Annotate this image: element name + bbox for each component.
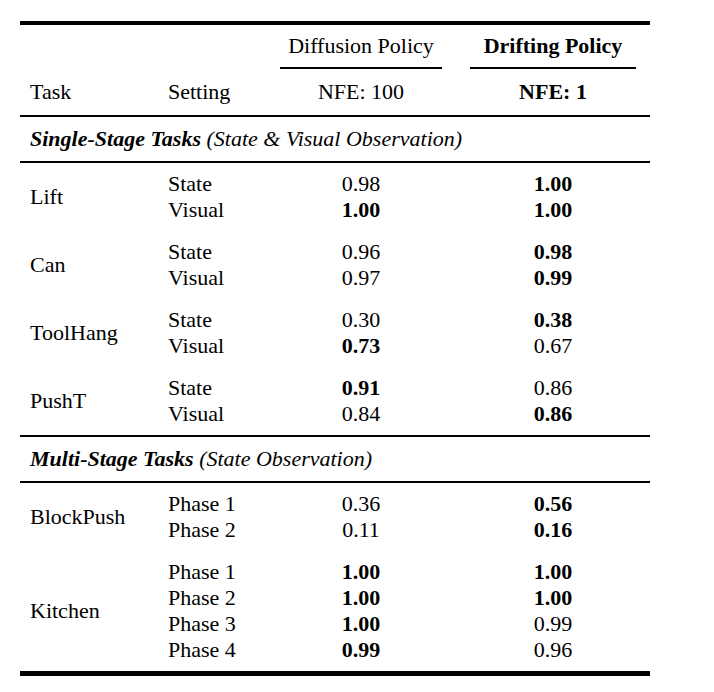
drifting-value: 1.00 bbox=[456, 585, 650, 611]
column-labels-row: Task Setting NFE: 100 NFE: 1 bbox=[20, 69, 650, 115]
row-list: Phase 10.360.56Phase 20.110.16 bbox=[168, 491, 650, 543]
diffusion-value: 1.00 bbox=[266, 197, 456, 223]
diffusion-value: 0.99 bbox=[266, 637, 456, 663]
header-spacer-setting bbox=[168, 25, 266, 67]
table-row: Phase 31.000.99 bbox=[168, 611, 650, 637]
results-table: Diffusion Policy Drifting Policy Task Se… bbox=[20, 21, 650, 676]
section-title-multi-stage: Multi-Stage Tasks (State Observation) bbox=[20, 437, 650, 481]
row-list: State0.910.86Visual0.840.86 bbox=[168, 375, 650, 427]
setting-label: Phase 3 bbox=[168, 611, 266, 637]
single-stage-rows: LiftState0.981.00Visual1.001.00CanState0… bbox=[20, 163, 650, 435]
setting-label: Phase 1 bbox=[168, 559, 266, 585]
table-row-group: PushTState0.910.86Visual0.840.86 bbox=[20, 367, 650, 435]
table-row: State0.300.38 bbox=[168, 307, 650, 333]
drifting-value: 0.99 bbox=[456, 611, 650, 637]
table-row-group: LiftState0.981.00Visual1.001.00 bbox=[20, 163, 650, 231]
section-subtitle-text: (State Observation) bbox=[199, 446, 372, 472]
col-header-diffusion-policy: Diffusion Policy bbox=[266, 25, 456, 67]
drifting-value: 1.00 bbox=[456, 171, 650, 197]
table-row: Phase 20.110.16 bbox=[168, 517, 650, 543]
diffusion-value: 0.98 bbox=[266, 171, 456, 197]
diffusion-value: 0.36 bbox=[266, 491, 456, 517]
setting-label: Phase 1 bbox=[168, 491, 266, 517]
setting-label: Phase 2 bbox=[168, 585, 266, 611]
drifting-value: 0.98 bbox=[456, 239, 650, 265]
col-header-task: Task bbox=[20, 69, 168, 115]
drifting-value: 1.00 bbox=[456, 197, 650, 223]
setting-label: Phase 2 bbox=[168, 517, 266, 543]
table-row-group: CanState0.960.98Visual0.970.99 bbox=[20, 231, 650, 299]
setting-label: State bbox=[168, 375, 266, 401]
task-label: BlockPush bbox=[20, 491, 168, 543]
table-row-group: KitchenPhase 11.001.00Phase 21.001.00Pha… bbox=[20, 551, 650, 671]
table-row: Phase 40.990.96 bbox=[168, 637, 650, 663]
drifting-value: 0.67 bbox=[456, 333, 650, 359]
drifting-value: 0.56 bbox=[456, 491, 650, 517]
setting-label: State bbox=[168, 239, 266, 265]
setting-label: State bbox=[168, 307, 266, 333]
diffusion-value: 1.00 bbox=[266, 611, 456, 637]
diffusion-value: 1.00 bbox=[266, 585, 456, 611]
table-row: Visual1.001.00 bbox=[168, 197, 650, 223]
table-row: State0.960.98 bbox=[168, 239, 650, 265]
setting-label: Phase 4 bbox=[168, 637, 266, 663]
table-row: State0.910.86 bbox=[168, 375, 650, 401]
diffusion-value: 0.97 bbox=[266, 265, 456, 291]
task-label: Kitchen bbox=[20, 559, 168, 663]
row-list: State0.960.98Visual0.970.99 bbox=[168, 239, 650, 291]
drifting-value: 0.16 bbox=[456, 517, 650, 543]
policy-header-row: Diffusion Policy Drifting Policy bbox=[20, 25, 650, 67]
diffusion-value: 0.30 bbox=[266, 307, 456, 333]
section-title-single-stage: Single-Stage Tasks (State & Visual Obser… bbox=[20, 117, 650, 161]
drifting-value: 0.86 bbox=[456, 375, 650, 401]
drifting-value: 0.99 bbox=[456, 265, 650, 291]
drifting-value: 0.96 bbox=[456, 637, 650, 663]
table-row-group: BlockPushPhase 10.360.56Phase 20.110.16 bbox=[20, 483, 650, 551]
drifting-value: 0.38 bbox=[456, 307, 650, 333]
table-row: Phase 21.001.00 bbox=[168, 585, 650, 611]
setting-label: Visual bbox=[168, 265, 266, 291]
diffusion-value: 0.11 bbox=[266, 517, 456, 543]
col-header-setting: Setting bbox=[168, 69, 266, 115]
section-title-text: Single-Stage Tasks bbox=[30, 126, 201, 152]
col-header-nfe-1: NFE: 1 bbox=[456, 69, 650, 115]
section-subtitle-text: (State & Visual Observation) bbox=[206, 126, 462, 152]
paper-page: Diffusion Policy Drifting Policy Task Se… bbox=[0, 0, 714, 692]
row-list: State0.300.38Visual0.730.67 bbox=[168, 307, 650, 359]
task-label: Lift bbox=[20, 171, 168, 223]
table-row: Phase 10.360.56 bbox=[168, 491, 650, 517]
row-list: State0.981.00Visual1.001.00 bbox=[168, 171, 650, 223]
table-row: State0.981.00 bbox=[168, 171, 650, 197]
table-bottom-rule bbox=[20, 671, 650, 676]
multi-stage-rows: BlockPushPhase 10.360.56Phase 20.110.16K… bbox=[20, 483, 650, 671]
diffusion-value: 0.91 bbox=[266, 375, 456, 401]
col-header-drifting-policy: Drifting Policy bbox=[456, 25, 650, 67]
setting-label: Visual bbox=[168, 333, 266, 359]
setting-label: Visual bbox=[168, 197, 266, 223]
diffusion-value: 0.96 bbox=[266, 239, 456, 265]
table-row: Visual0.970.99 bbox=[168, 265, 650, 291]
col-header-nfe-100: NFE: 100 bbox=[266, 69, 456, 115]
task-label: ToolHang bbox=[20, 307, 168, 359]
drifting-value: 0.86 bbox=[456, 401, 650, 427]
table-row-group: ToolHangState0.300.38Visual0.730.67 bbox=[20, 299, 650, 367]
setting-label: State bbox=[168, 171, 266, 197]
row-list: Phase 11.001.00Phase 21.001.00Phase 31.0… bbox=[168, 559, 650, 663]
diffusion-value: 0.84 bbox=[266, 401, 456, 427]
drifting-value: 1.00 bbox=[456, 559, 650, 585]
setting-label: Visual bbox=[168, 401, 266, 427]
table-row: Visual0.840.86 bbox=[168, 401, 650, 427]
header-spacer-task bbox=[20, 25, 168, 67]
diffusion-value: 0.73 bbox=[266, 333, 456, 359]
table-row: Visual0.730.67 bbox=[168, 333, 650, 359]
section-title-text: Multi-Stage Tasks bbox=[30, 446, 194, 472]
table-row: Phase 11.001.00 bbox=[168, 559, 650, 585]
diffusion-value: 1.00 bbox=[266, 559, 456, 585]
task-label: Can bbox=[20, 239, 168, 291]
task-label: PushT bbox=[20, 375, 168, 427]
